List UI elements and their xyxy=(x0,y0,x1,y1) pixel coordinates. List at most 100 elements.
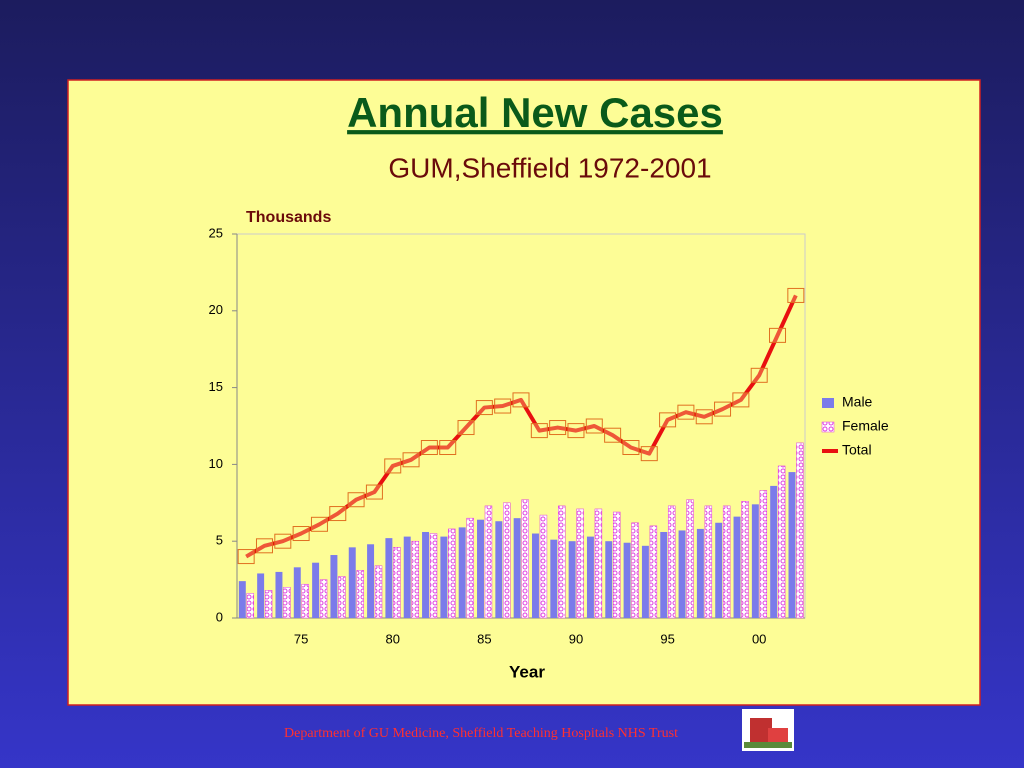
marker xyxy=(274,533,292,549)
marker xyxy=(237,549,255,565)
bar xyxy=(594,508,603,619)
bar xyxy=(686,499,694,619)
y-tick-label: 0 xyxy=(216,609,223,624)
marker xyxy=(384,458,402,474)
bar xyxy=(513,518,521,618)
bar xyxy=(374,565,383,619)
bar xyxy=(558,505,566,619)
bar xyxy=(403,536,411,618)
bar xyxy=(440,536,448,618)
marker xyxy=(567,423,585,439)
y-axis-label: Thousands xyxy=(246,209,331,226)
bar xyxy=(770,485,778,618)
bar xyxy=(612,511,621,619)
legend-swatch xyxy=(821,421,835,433)
marker xyxy=(622,440,640,456)
marker xyxy=(585,418,603,434)
marker xyxy=(512,392,530,408)
bar xyxy=(411,540,419,619)
bar xyxy=(429,533,438,619)
bar xyxy=(356,570,364,619)
bar xyxy=(715,522,723,618)
bar xyxy=(458,527,466,618)
legend-label: Total xyxy=(842,442,872,458)
marker xyxy=(347,492,365,508)
bar xyxy=(788,472,796,618)
bar xyxy=(539,514,548,619)
bar xyxy=(660,531,668,618)
bar xyxy=(301,583,309,619)
bar xyxy=(796,442,804,619)
marker xyxy=(494,398,512,414)
marker xyxy=(750,367,768,383)
bar xyxy=(246,593,255,619)
marker xyxy=(255,538,273,554)
x-tick-label: 95 xyxy=(660,631,674,646)
bar xyxy=(696,528,704,618)
bar xyxy=(448,528,456,619)
bar xyxy=(641,545,649,618)
y-tick-label: 20 xyxy=(209,302,223,317)
bar xyxy=(477,519,484,618)
bar xyxy=(319,579,328,619)
bar xyxy=(385,538,393,618)
marker xyxy=(549,420,567,436)
marker xyxy=(457,420,475,436)
bar xyxy=(733,516,741,618)
x-tick-label: 80 xyxy=(386,631,400,646)
bar xyxy=(257,573,265,618)
bar xyxy=(550,539,558,618)
marker xyxy=(402,452,420,468)
marker xyxy=(365,484,383,500)
bar xyxy=(649,525,658,619)
x-tick-label: 75 xyxy=(294,631,308,646)
bar xyxy=(338,576,346,619)
line xyxy=(245,294,798,559)
bar xyxy=(521,499,529,619)
chart-title: Annual New Cases xyxy=(347,89,723,136)
marker xyxy=(530,423,548,439)
bar xyxy=(759,490,768,619)
bar xyxy=(568,541,576,618)
y-tick-label: 10 xyxy=(209,456,223,471)
marker xyxy=(714,401,732,417)
bar xyxy=(283,587,291,619)
bar xyxy=(312,562,320,618)
marker xyxy=(292,526,310,542)
marker xyxy=(329,506,347,522)
marker xyxy=(695,409,713,425)
marker xyxy=(475,400,493,416)
bar xyxy=(631,522,639,619)
marker xyxy=(310,516,328,532)
bar xyxy=(367,544,375,618)
bar xyxy=(576,508,584,619)
y-tick-label: 15 xyxy=(209,379,223,394)
marker xyxy=(659,412,677,428)
bar xyxy=(623,542,631,618)
marker xyxy=(420,440,438,456)
footer: Department of GU Medicine, Sheffield Tea… xyxy=(284,726,678,741)
bar xyxy=(741,501,749,619)
marker xyxy=(769,327,787,343)
y-tick-label: 5 xyxy=(216,533,223,548)
bar xyxy=(531,533,539,618)
bar xyxy=(393,547,401,619)
x-tick-label: 90 xyxy=(569,631,583,646)
subtitle: GUM,Sheffield 1972-2001 xyxy=(388,152,711,183)
x-axis-label: Year xyxy=(509,662,545,681)
bar xyxy=(264,590,273,619)
bar xyxy=(751,504,759,618)
marker xyxy=(640,446,658,462)
logo xyxy=(742,709,794,751)
legend-label: Male xyxy=(842,394,873,410)
y-tick-label: 25 xyxy=(209,225,223,240)
bar xyxy=(466,517,474,619)
bar xyxy=(777,465,786,619)
legend-swatch xyxy=(822,398,834,408)
marker xyxy=(732,392,750,408)
bar xyxy=(495,521,503,618)
bar xyxy=(238,581,246,618)
bar xyxy=(503,502,511,619)
